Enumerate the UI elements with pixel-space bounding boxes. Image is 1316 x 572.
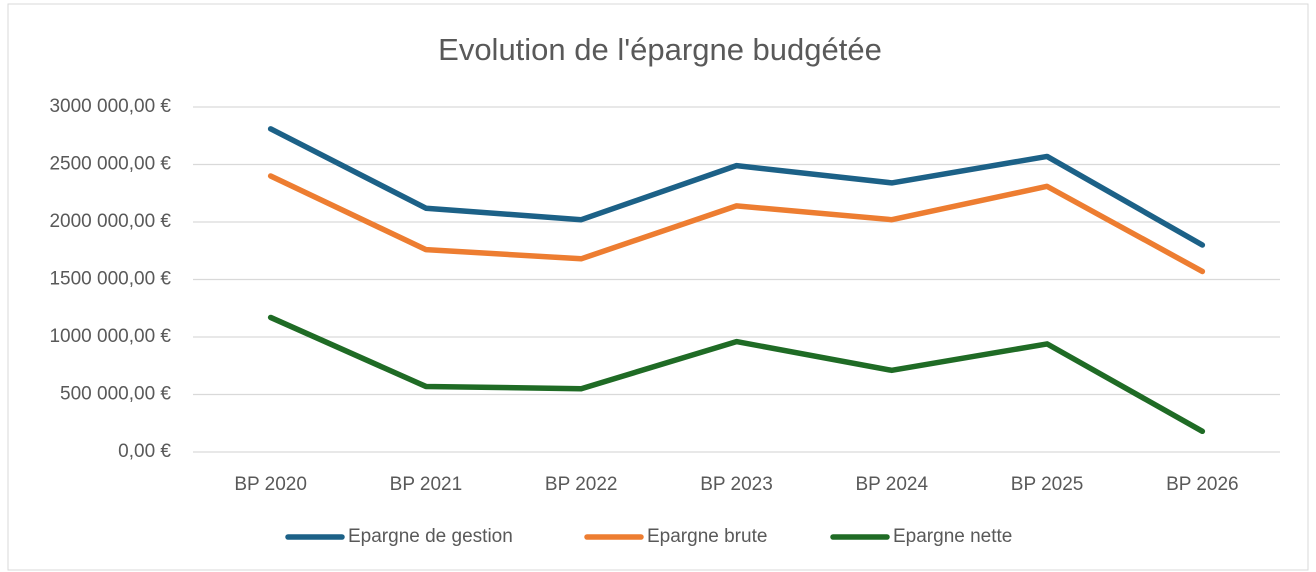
chart-border [7,3,1309,571]
x-tick-label: BP 2026 [1166,474,1239,495]
legend-label: Epargne brute [647,526,767,547]
series-line [267,173,1206,275]
x-tick-label: BP 2024 [856,474,929,495]
series-line [267,314,1206,435]
x-tick-label: BP 2025 [1011,474,1084,495]
y-tick-label: 0,00 € [118,441,171,462]
y-tick-label: 1500 000,00 € [49,269,171,290]
y-tick-label: 3000 000,00 € [49,96,171,117]
y-tick-label: 2000 000,00 € [49,211,171,232]
legend-label: Epargne nette [893,526,1012,547]
legend-label: Epargne de gestion [348,526,513,547]
y-tick-label: 2500 000,00 € [49,154,171,175]
x-tick-label: BP 2021 [390,474,463,495]
x-tick-label: BP 2022 [545,474,618,495]
chart-title: Evolution de l'épargne budgétée [438,32,882,67]
y-tick-label: 500 000,00 € [60,384,171,405]
x-tick-label: BP 2020 [234,474,307,495]
x-tick-label: BP 2023 [700,474,773,495]
y-tick-label: 1000 000,00 € [49,326,171,347]
series-line [267,126,1206,248]
